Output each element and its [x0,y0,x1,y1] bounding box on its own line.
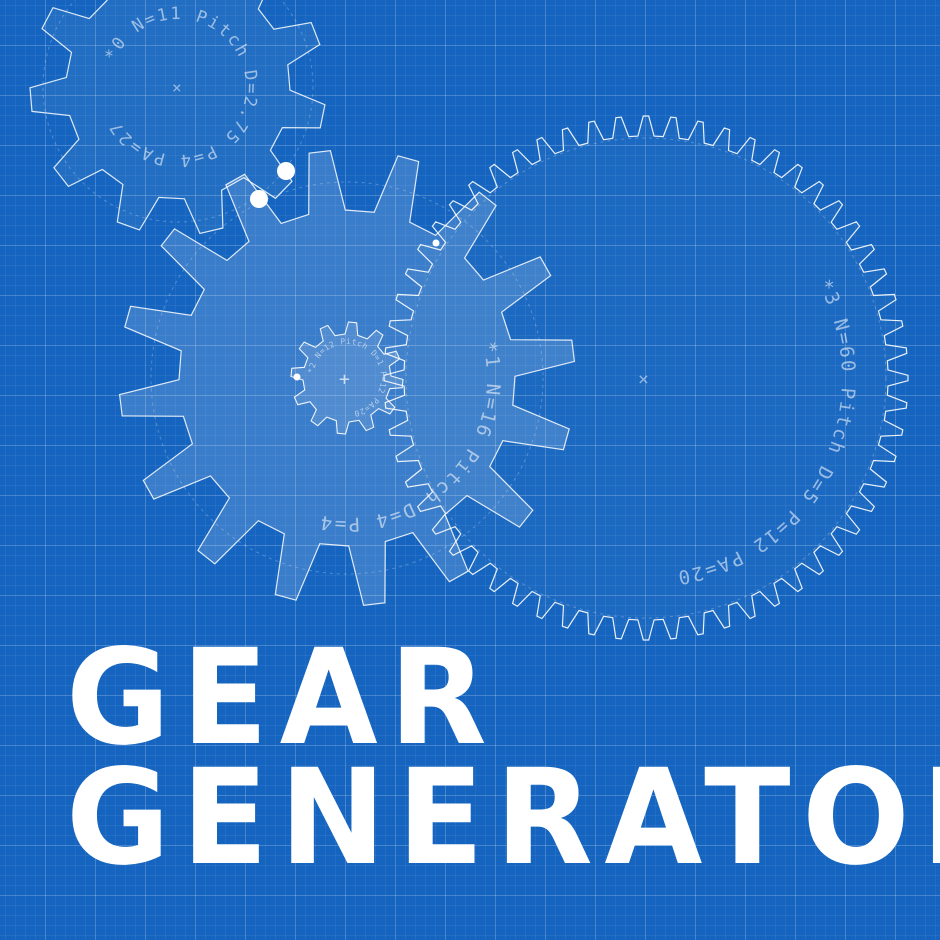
gear-1-drive-pin [250,190,268,208]
gear-0: × *0 N=11 Pitch D=2.75 P=4 PA=27 [29,0,326,235]
gear-3-outline [383,115,909,641]
gear-0-drive-pin [277,162,295,180]
gear-0-center-mark: × [172,78,182,97]
title-line-gear: GEAR [66,621,499,775]
gear-1-pitch-circle [150,181,544,575]
gear-3-pitch-circle [405,137,887,619]
gear-1-outline [118,149,576,607]
gear-2-outline [290,321,404,435]
gear-2: + *2 N=12 Pitch D=1 P=12 PA=20 [290,321,404,435]
gear-0-pitch-circle [42,0,314,223]
gear-3-center-mark: × [638,369,649,390]
gear-2-index-dot [293,373,301,381]
gear-0-outline [29,0,326,235]
gear-2-center-mark: + [339,369,350,390]
gear-3: × *3 N=60 Pitch D=5 P=12 PA=20 [383,115,909,641]
gear-3-index-dot [432,239,440,247]
title-line-generator: GENERATOR [66,741,940,895]
page-title: GEAR GENERATOR [66,621,940,895]
